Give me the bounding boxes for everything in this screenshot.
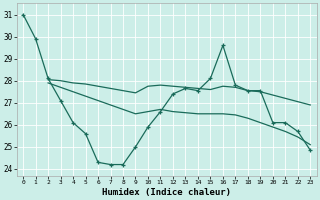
X-axis label: Humidex (Indice chaleur): Humidex (Indice chaleur): [102, 188, 231, 197]
